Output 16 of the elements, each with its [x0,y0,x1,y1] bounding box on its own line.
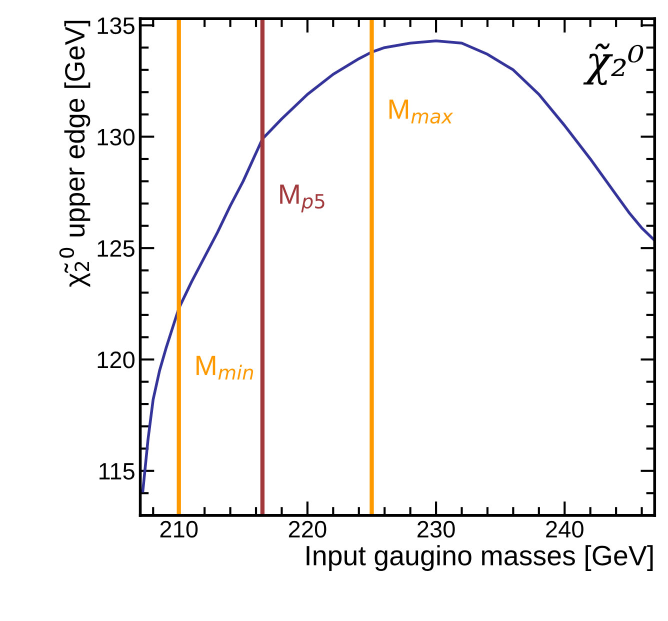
y-tick-label: 130 [98,128,134,146]
x-tick-label: 210 [160,520,198,538]
ref-line-label: M$_{max}$ [389,100,454,124]
line-series [141,40,655,492]
annotation: χ̃₂⁰ [583,43,644,86]
y-tick-label: 125 [98,240,134,257]
ref-line-label: M$_{p5}$ [280,184,324,212]
ref-line-label: M$_{min}$ [196,356,254,380]
x-tick-label: 230 [418,520,455,538]
y-axis-title: χ̃$_{2}$$^{0}$ upper edge [GeV] [59,20,90,287]
y-tick-label: 120 [98,352,134,368]
y-tick-label: 115 [100,463,134,480]
x-tick-label: 240 [546,520,584,538]
y-tick-label: 135 [98,17,134,34]
x-tick-label: 220 [288,520,326,538]
x-axis-title: Input gaugino masses [GeV] [306,545,653,571]
